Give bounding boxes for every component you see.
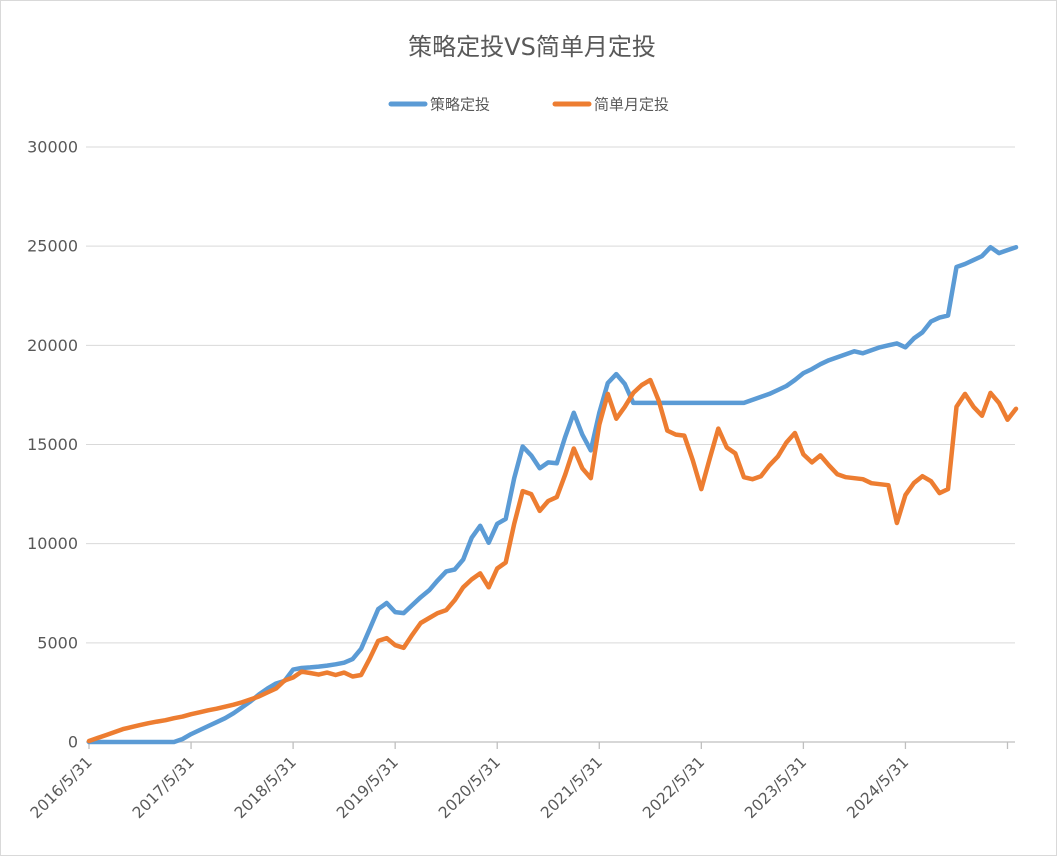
x-tick-label: 2018/5/31 xyxy=(231,753,300,822)
x-tick-label: 2024/5/31 xyxy=(843,753,912,822)
y-tick-label: 10000 xyxy=(27,534,78,553)
y-tick-label: 5000 xyxy=(37,633,78,652)
chart-title: 策略定投VS简单月定投 xyxy=(408,33,656,61)
x-axis-labels: 2016/5/31 2017/5/31 2018/5/31 2019/5/31 2020… xyxy=(27,753,912,822)
x-tick-label: 2016/5/31 xyxy=(27,753,96,822)
x-tick-label: 2020/5/31 xyxy=(435,753,504,822)
x-tick-label: 2022/5/31 xyxy=(639,753,708,822)
x-axis xyxy=(86,741,1015,749)
y-tick-label: 15000 xyxy=(27,435,78,454)
y-tick-label: 20000 xyxy=(27,336,78,355)
series-line-0 xyxy=(86,244,1019,745)
gridlines xyxy=(86,146,1015,644)
y-tick-label: 25000 xyxy=(27,237,78,256)
y-axis-labels: 0 5000 10000 15000 20000 25000 30000 xyxy=(27,138,78,752)
series-line-1 xyxy=(86,377,1019,744)
y-tick-label: 30000 xyxy=(27,138,78,157)
x-tick-label: 2021/5/31 xyxy=(537,753,606,822)
x-tick-label: 2023/5/31 xyxy=(741,753,810,822)
x-tick-label: 2017/5/31 xyxy=(129,753,198,822)
y-tick-label: 0 xyxy=(68,733,78,752)
legend-label-strategy: 策略定投 xyxy=(430,96,490,114)
legend: 策略定投 简单月定投 xyxy=(388,96,669,114)
x-tick-label: 2019/5/31 xyxy=(333,753,402,822)
series-lines xyxy=(86,244,1019,745)
legend-label-simple: 简单月定投 xyxy=(594,96,669,114)
